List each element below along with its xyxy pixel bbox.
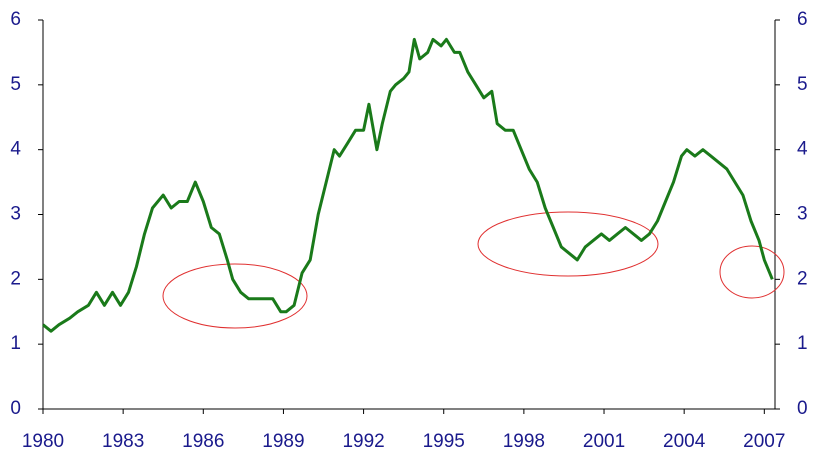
x-tick-label: 1995 bbox=[423, 431, 465, 452]
data-line bbox=[42, 37, 774, 333]
y2-tick-label: 0 bbox=[797, 398, 808, 419]
y2-tick-label: 5 bbox=[797, 74, 808, 95]
x-tick-label: 1983 bbox=[102, 431, 144, 452]
x-tick-label: 2001 bbox=[583, 431, 625, 452]
y-tick-label: 3 bbox=[10, 204, 21, 225]
highlight-ellipse bbox=[477, 211, 659, 277]
x-tick-label: 2007 bbox=[743, 431, 785, 452]
highlight-ellipse bbox=[719, 245, 785, 299]
y-tick-label: 1 bbox=[10, 333, 21, 354]
y2-tick-label: 3 bbox=[797, 204, 808, 225]
x-tick-label: 1992 bbox=[342, 431, 384, 452]
y-tick-label: 0 bbox=[10, 398, 21, 419]
y2-tick-label: 4 bbox=[797, 139, 808, 160]
x-tick-label: 1980 bbox=[22, 431, 64, 452]
highlight-ellipse bbox=[162, 263, 308, 329]
y-tick-label: 6 bbox=[10, 9, 21, 30]
x-tick-label: 2004 bbox=[663, 431, 706, 452]
x-tick-label: 1989 bbox=[262, 431, 304, 452]
y-tick-label: 4 bbox=[10, 139, 21, 160]
y2-tick-label: 2 bbox=[797, 268, 808, 289]
x-tick-label: 1986 bbox=[182, 431, 224, 452]
y2-tick-label: 1 bbox=[797, 333, 808, 354]
y-tick-label: 2 bbox=[10, 268, 21, 289]
y2-tick-label: 6 bbox=[797, 9, 808, 30]
x-tick-label: 1998 bbox=[503, 431, 545, 452]
y-tick-label: 5 bbox=[10, 74, 21, 95]
